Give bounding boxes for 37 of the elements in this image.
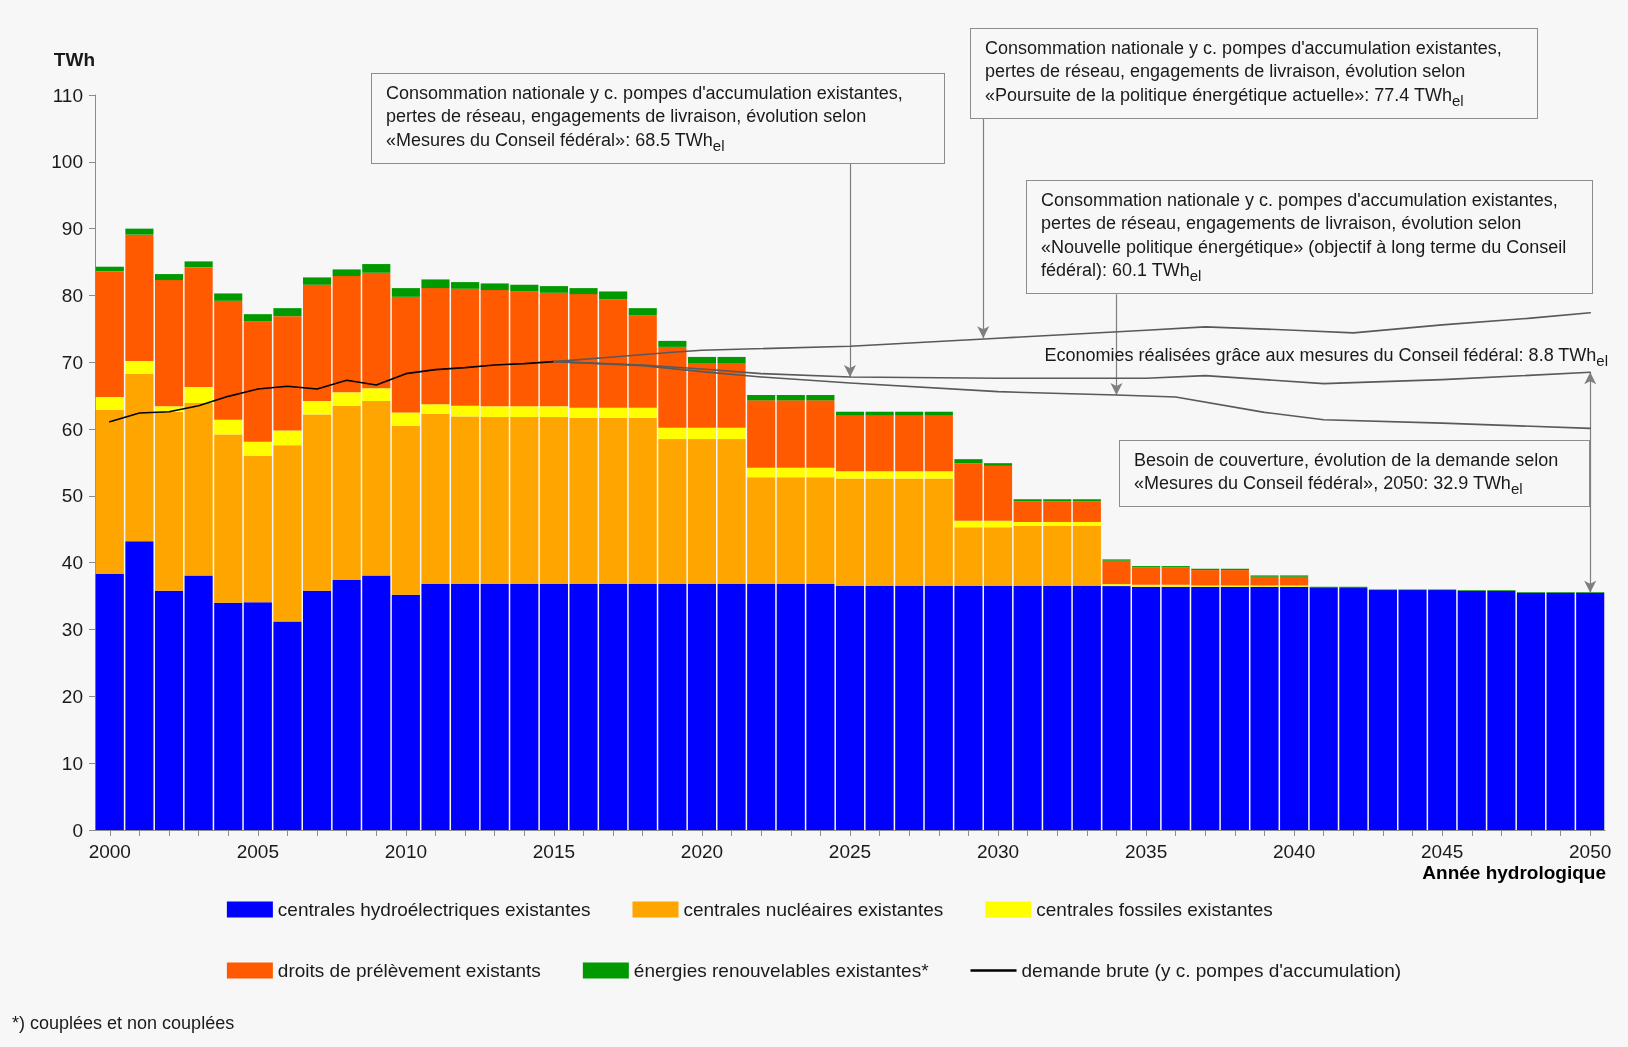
x-tick-label: 2010 (384, 841, 428, 862)
legend-label: énergies renouvelables existantes* (633, 960, 930, 981)
legend-label: centrales nucléaires existantes (683, 899, 944, 920)
note-box: Besoin de couverture, évolution de la demande selon «Mesures du Conseil fédéral», 2050: 32.9 TWh$_{el}$ (1119, 440, 1590, 508)
x-tick-label: 2030 (976, 841, 1020, 862)
note-box: Consommation nationale y c. pompes d'accumulation existantes, pertes de réseau, engagements de livraison, évolution selon «Mesures du Conseil fédéral»: 68.5 TWh$_{el}$ (371, 73, 945, 164)
x-tick-label: 2045 (1421, 841, 1464, 862)
x-tick-label: 2035 (1124, 841, 1168, 862)
x-tick-label: 2020 (680, 841, 724, 862)
x-tick-label: 2005 (236, 841, 279, 862)
legend-label: droits de prélèvement existants (277, 960, 541, 981)
legend-label: demande brute (y c. pompes d'accumulation) (1021, 960, 1402, 981)
y-axis-title: TWh (53, 49, 95, 70)
note-box: Consommation nationale y c. pompes d'accumulation existantes, pertes de réseau, engagements de livraison, évolution selon «Nouvelle politique énergétique» (objectif à long terme du Conseil fédéral): 60.1 TWh$_{el}$ (1026, 180, 1593, 295)
y-tick-label: 30 (61, 619, 83, 641)
y-tick-label: 110 (52, 84, 83, 106)
legend-label: centrales hydroélectriques existantes (277, 899, 591, 920)
y-tick-label: 0 (72, 819, 83, 841)
y-tick-label: 10 (61, 752, 83, 774)
y-tick-label: 100 (51, 151, 83, 173)
y-tick-label: 20 (61, 685, 83, 707)
x-axis-title: Année hydrologique (1422, 862, 1606, 884)
y-tick-label: 90 (61, 218, 83, 240)
y-tick-label: 60 (61, 418, 83, 440)
y-tick-label: 50 (61, 485, 83, 507)
annotation: Economies réalisées grâce aux mesures du Conseil fédéral: 8.8 TWh$_{el}$ (1044, 344, 1608, 371)
x-tick-label: 2015 (532, 841, 576, 862)
legend-label: centrales fossiles existantes (1036, 899, 1273, 920)
y-tick-label: 40 (61, 552, 83, 574)
y-tick-label: 80 (61, 284, 83, 306)
y-tick-label: 70 (61, 351, 83, 373)
note-box: Consommation nationale y c. pompes d'accumulation existantes, pertes de réseau, engagements de livraison, évolution selon «Poursuite de la politique énergétique actuelle»: 77.4 TWh$_{el}$ (970, 28, 1538, 119)
text: *) couplées et non couplées (12, 1012, 235, 1035)
x-tick-label: 2050 (1569, 841, 1612, 862)
x-tick-label: 2025 (828, 841, 872, 862)
x-tick-label: 2040 (1272, 841, 1316, 862)
x-tick-label: 2000 (88, 841, 131, 862)
